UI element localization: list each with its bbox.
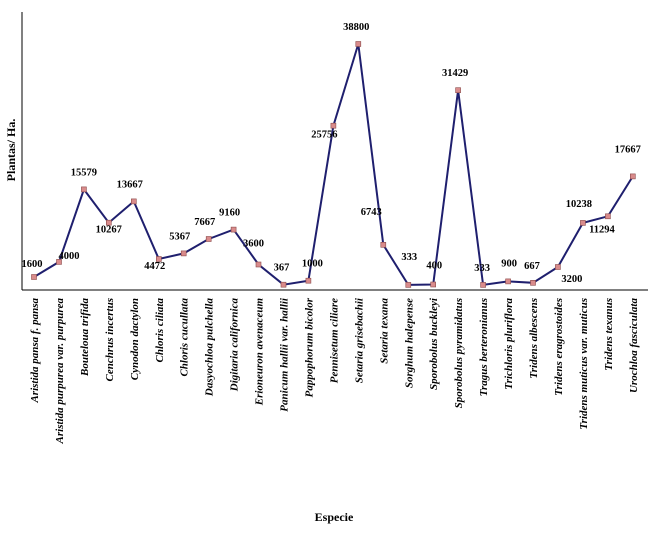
data-label: 11294 [589,224,615,235]
x-axis-title: Especie [315,510,354,524]
x-tick-label: Tridens muticus var. muticus [578,298,590,430]
data-label: 10267 [96,225,122,236]
data-label: 333 [474,263,490,274]
data-label: 400 [426,261,442,272]
x-tick-label: Sporobolus pyramidatus [453,298,465,408]
data-point [330,122,337,129]
data-point [480,282,486,288]
data-point [131,198,137,205]
data-point [81,186,87,193]
x-tick-label: Tridens texanus [603,298,615,371]
x-tick-label: Digitaria californica [229,298,241,393]
x-tick-label: Tragus berteronianus [478,298,490,396]
data-point [56,259,62,265]
x-tick-label: Cynodon dactylon [129,298,141,380]
x-tick-label: Chloris cucullata [179,298,191,377]
x-tick-label: Cenchrus incertus [104,298,116,381]
series-line [33,43,634,287]
x-tick-label: Chloris ciliata [154,298,166,363]
data-point [455,87,461,93]
x-tick-label: Trichloris pluriflora [503,298,515,390]
data-label: 25756 [311,130,337,141]
data-label: 6743 [361,207,382,218]
data-point [530,279,536,286]
x-tick-labels: Aristida pansa f. pansa Aristida purpurea… [29,297,640,444]
data-label: 1600 [22,259,43,270]
plot-frame [21,12,648,291]
y-axis-title: Plantas/ Ha. [4,119,18,182]
data-label: 13667 [117,179,143,190]
data-label: 4472 [144,261,165,272]
data-point [205,236,212,242]
data-label: 3600 [243,239,264,250]
data-point [629,173,636,180]
data-label: 10238 [566,199,592,210]
data-point [580,220,586,226]
x-tick-label: Tridens eragrostoides [553,298,565,396]
x-tick-label: Pappophorum bicolor [303,297,315,397]
x-tick-label: Erioneuron avenaceum [254,298,266,407]
data-point [555,264,561,270]
data-point [230,226,237,233]
data-point [280,281,287,288]
data-label: 1000 [302,259,323,270]
data-label: 900 [501,258,517,269]
x-tick-label: Tridens albescens [528,298,540,379]
x-tick-label: Panicum hallii var. hallii [279,297,291,412]
data-label: 3200 [561,274,582,285]
data-point [355,41,362,47]
x-tick-label: Urochloa fasciculata [628,298,640,394]
data-label: 9160 [219,208,240,219]
x-tick-label: Setaria texana [378,298,390,364]
data-point [31,274,37,280]
data-point [156,256,162,262]
data-label: 31429 [442,68,468,79]
data-point [505,278,511,285]
series-line-group: 1600 4000 15579 10267 13667 4472 5367 7667 9160 3… [22,22,641,288]
data-label: 17667 [615,144,641,155]
x-tick-label: Bouteloua trifida [79,298,91,377]
data-label: 333 [401,252,417,263]
data-point [605,213,611,220]
data-point [305,277,312,284]
data-label: 667 [524,261,540,272]
x-tick-label: Setaria grisebachii [353,297,365,383]
data-label: 5367 [169,231,190,242]
x-tick-label: Dasyochloa pulchella [204,298,216,398]
data-point [106,219,112,226]
data-label: 7667 [194,217,215,228]
data-label: 4000 [59,251,80,262]
data-point [430,281,437,288]
data-point [380,242,387,248]
x-tick-label: Aristida pansa f. pansa [29,298,41,404]
data-point [255,261,262,268]
data-point [180,250,187,257]
data-point [405,282,412,288]
x-tick-label: Sorghum halepense [403,298,415,388]
data-label: 38800 [343,22,369,33]
data-label: 15579 [71,167,97,178]
x-tick-label: Sporobolus buckleyi [428,297,440,390]
data-label: 367 [274,263,290,274]
x-tick-label: Pennisetum ciliare [328,298,340,383]
x-tick-label: Aristida purpurea var. purpurea [54,298,66,445]
